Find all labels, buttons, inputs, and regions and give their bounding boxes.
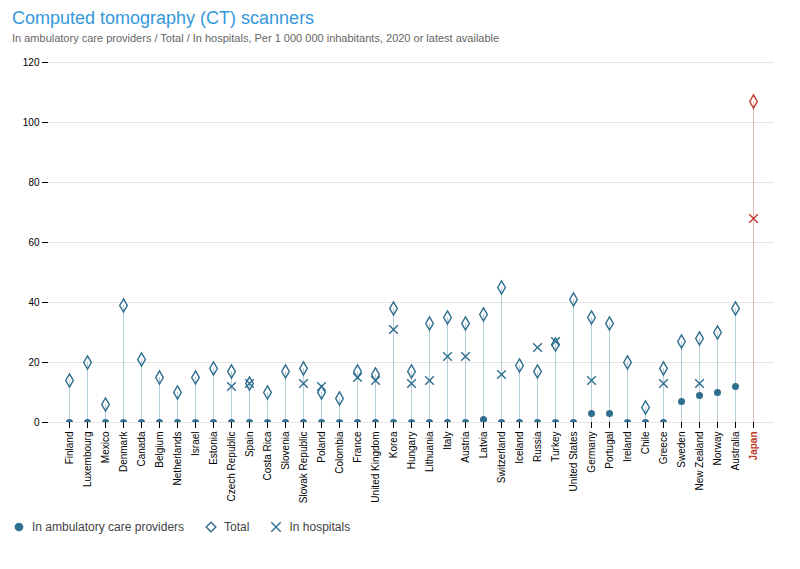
- svg-text:Netherlands: Netherlands: [172, 432, 183, 486]
- svg-text:United Kingdom: United Kingdom: [370, 432, 381, 503]
- svg-text:Mexico: Mexico: [100, 431, 111, 463]
- svg-text:Portugal: Portugal: [604, 432, 615, 469]
- svg-text:Czech Republic: Czech Republic: [226, 432, 237, 502]
- svg-text:Luxembourg: Luxembourg: [82, 432, 93, 488]
- svg-text:Finland: Finland: [64, 432, 75, 465]
- svg-text:Poland: Poland: [316, 432, 327, 463]
- svg-text:Iceland: Iceland: [514, 432, 525, 464]
- html-text:Computed tomography (CT) scann: Computed tomography (CT) scanners: [12, 8, 315, 28]
- svg-text:Greece: Greece: [658, 431, 669, 464]
- svg-text:Hungary: Hungary: [406, 432, 417, 470]
- html-text:In ambulatory care providers /: In ambulatory care providers / Total / I…: [12, 32, 500, 44]
- svg-text:Lithuania: Lithuania: [424, 431, 435, 472]
- svg-text:Sweden: Sweden: [676, 432, 687, 468]
- svg-text:Germany: Germany: [586, 432, 597, 473]
- svg-text:100: 100: [23, 117, 40, 128]
- svg-text:Austria: Austria: [460, 431, 471, 463]
- svg-text:Japan: Japan: [748, 432, 759, 461]
- svg-text:Costa Rica: Costa Rica: [262, 431, 273, 480]
- svg-text:Russia: Russia: [532, 431, 543, 462]
- svg-text:0: 0: [34, 417, 40, 428]
- svg-text:80: 80: [28, 177, 40, 188]
- svg-text:United States: United States: [568, 432, 579, 492]
- svg-text:40: 40: [28, 297, 40, 308]
- svg-text:Chile: Chile: [640, 431, 651, 454]
- svg-text:Slovak Republic: Slovak Republic: [298, 432, 309, 504]
- html-text:Total: Total: [224, 520, 250, 534]
- svg-text:Korea: Korea: [388, 431, 399, 458]
- svg-text:Norway: Norway: [712, 432, 723, 466]
- svg-text:Australia: Australia: [730, 431, 741, 470]
- svg-text:60: 60: [28, 237, 40, 248]
- svg-text:Israel: Israel: [190, 432, 201, 456]
- html-text:In hospitals: In hospitals: [289, 520, 351, 534]
- svg-text:Italy: Italy: [442, 432, 453, 450]
- svg-text:Slovenia: Slovenia: [280, 431, 291, 470]
- svg-text:Denmark: Denmark: [118, 431, 129, 473]
- svg-text:Estonia: Estonia: [208, 431, 219, 465]
- svg-text:120: 120: [23, 57, 40, 68]
- svg-text:Switzerland: Switzerland: [496, 432, 507, 484]
- html-text:In ambulatory care providers: In ambulatory care providers: [32, 520, 185, 534]
- svg-text:Latvia: Latvia: [478, 431, 489, 458]
- svg-text:Canada: Canada: [136, 431, 147, 466]
- svg-text:20: 20: [28, 357, 40, 368]
- svg-text:Turkey: Turkey: [550, 432, 561, 462]
- svg-text:Spain: Spain: [244, 432, 255, 458]
- svg-text:France: France: [352, 431, 363, 463]
- svg-text:Ireland: Ireland: [622, 432, 633, 463]
- svg-text:Belgium: Belgium: [154, 432, 165, 468]
- svg-text:New Zealand: New Zealand: [694, 432, 705, 491]
- svg-text:Colombia: Colombia: [334, 431, 345, 474]
